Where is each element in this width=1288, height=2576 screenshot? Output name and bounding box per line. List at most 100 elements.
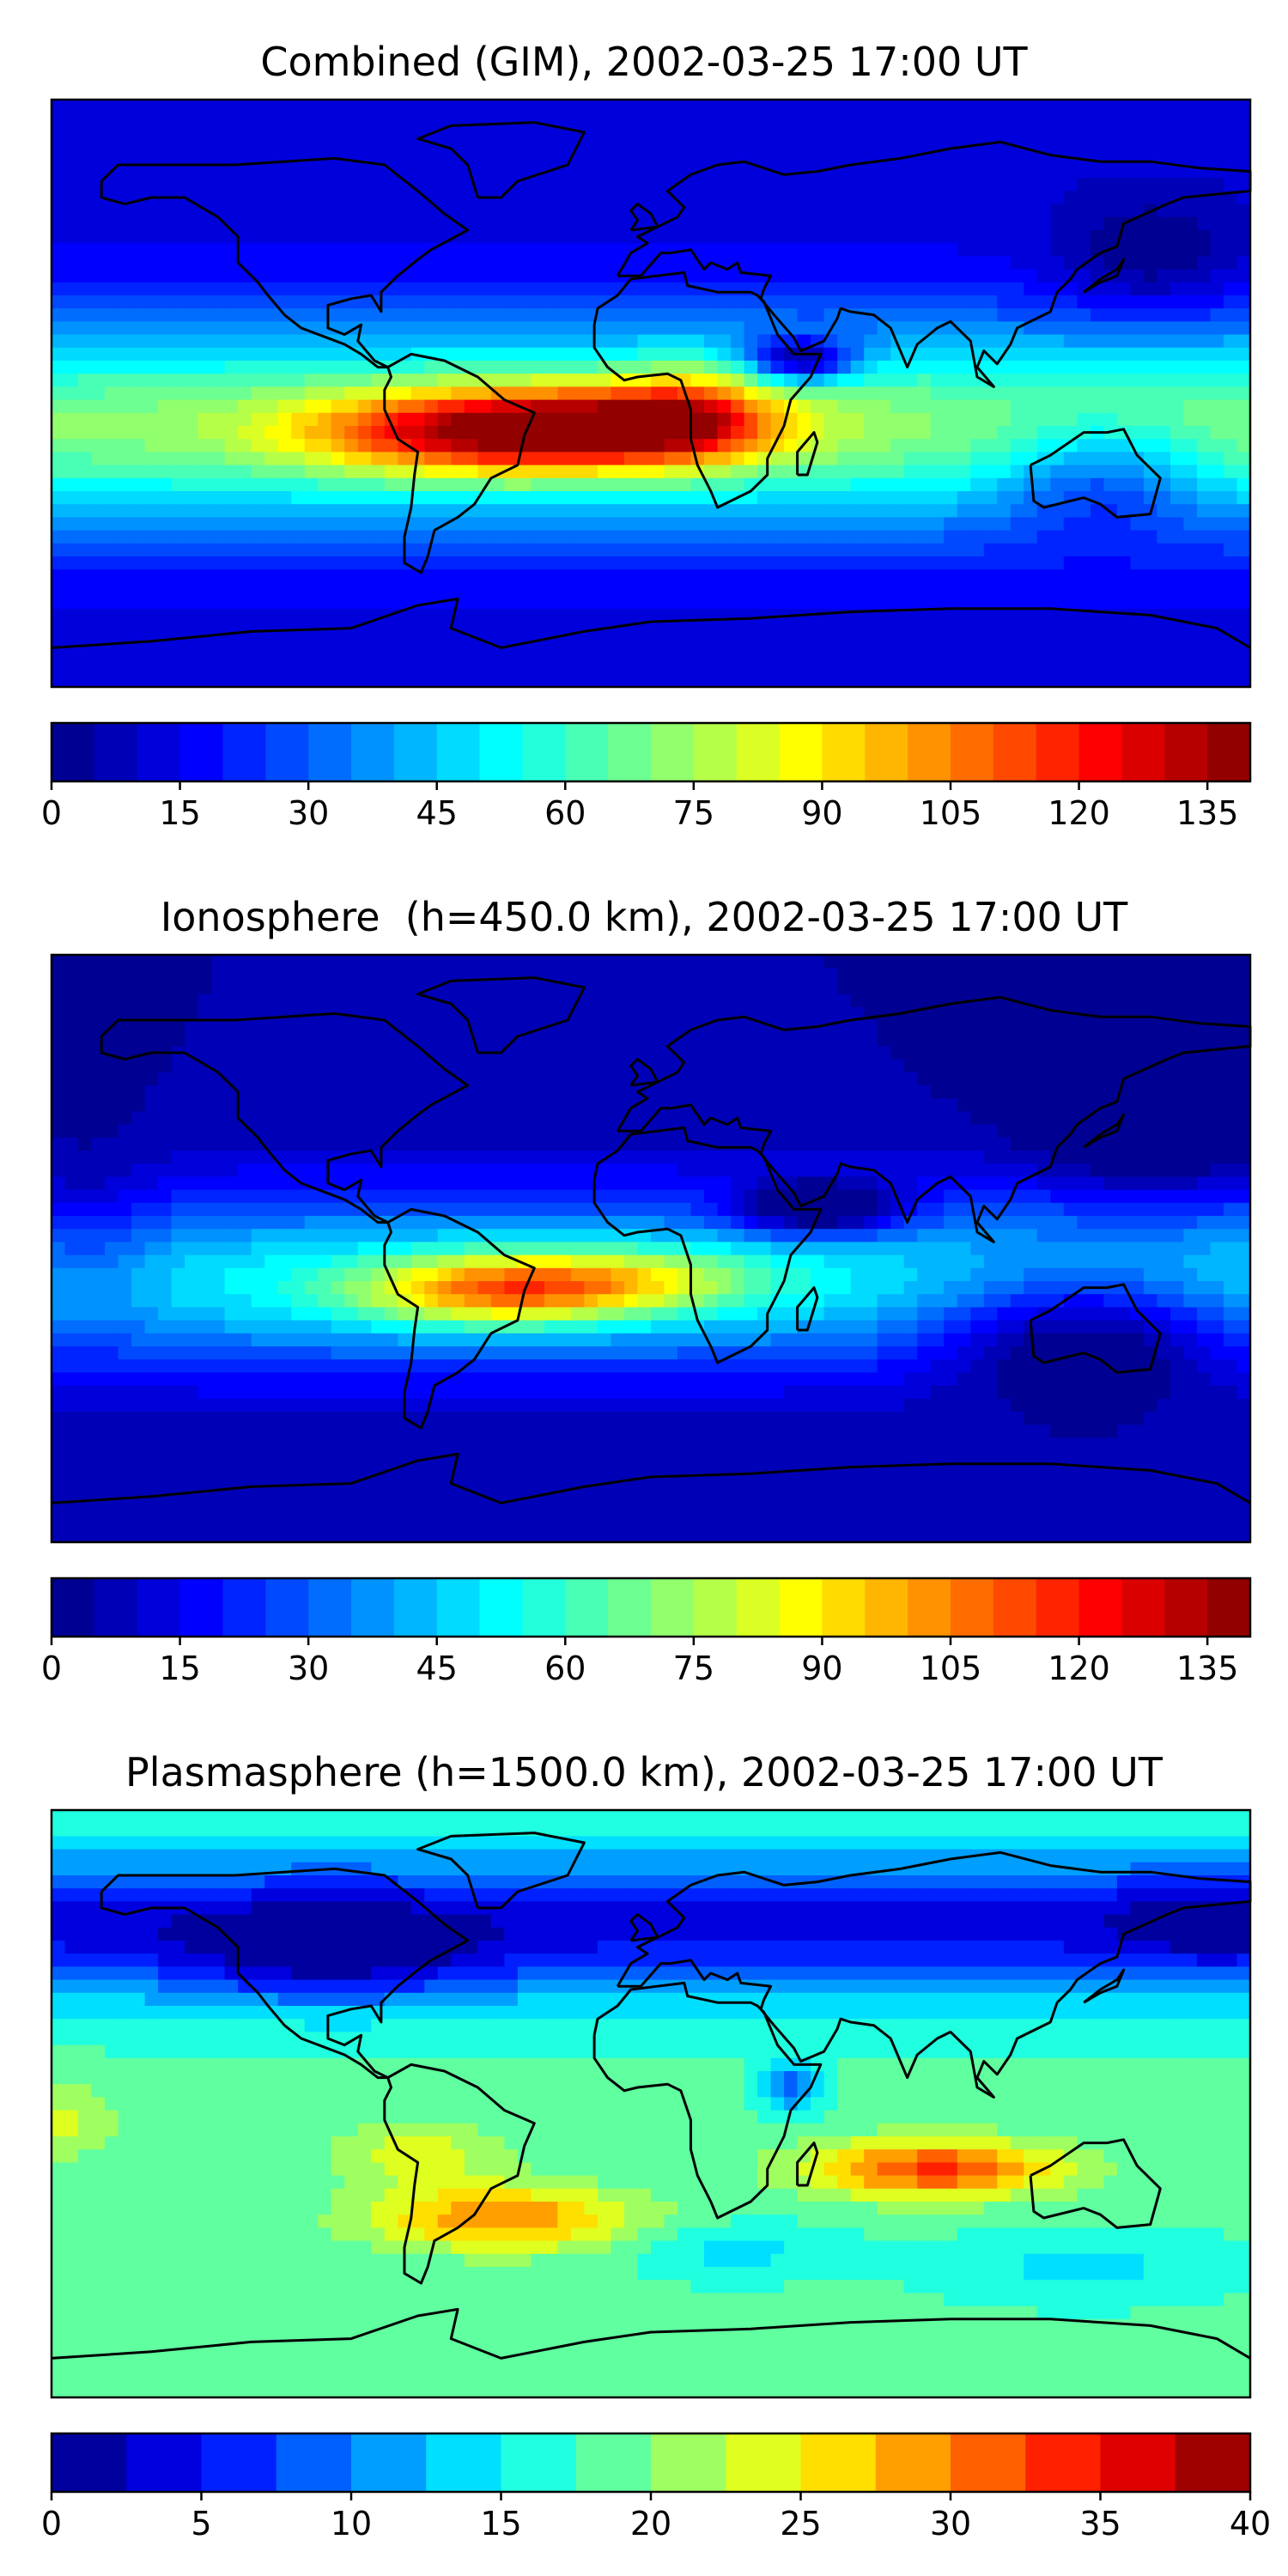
heatmap-cell	[1197, 543, 1212, 557]
heatmap-cell	[251, 243, 265, 257]
heatmap-cell	[464, 230, 478, 244]
heatmap-cell	[598, 543, 612, 557]
heatmap-cell	[664, 321, 678, 336]
heatmap-cell	[197, 361, 212, 374]
heatmap-cell	[850, 660, 865, 675]
heatmap-cell	[677, 282, 692, 296]
heatmap-cell	[1170, 477, 1184, 492]
heatmap-cell	[1183, 256, 1198, 270]
heatmap-cell	[970, 191, 985, 205]
heatmap-cell	[1103, 386, 1118, 401]
heatmap-cell	[570, 569, 585, 583]
heatmap-cell	[837, 465, 852, 479]
heatmap-cell	[744, 582, 758, 597]
heatmap-cell	[171, 347, 185, 361]
heatmap-cell	[903, 1072, 918, 1086]
heatmap-cell	[477, 1072, 492, 1086]
heatmap-cell	[1024, 439, 1038, 453]
heatmap-cell	[118, 269, 132, 283]
heatmap-cell	[410, 374, 425, 387]
heatmap-cell	[877, 138, 891, 153]
heatmap-cell	[52, 1033, 66, 1047]
heatmap-cell	[410, 125, 425, 140]
heatmap-cell	[64, 1006, 79, 1021]
heatmap-cell	[291, 295, 306, 309]
heatmap-cell	[877, 165, 891, 179]
heatmap-cell	[1143, 361, 1157, 374]
heatmap-cell	[784, 477, 799, 492]
heatmap-cell	[917, 673, 932, 688]
heatmap-cell	[570, 1046, 585, 1060]
heatmap-cell	[477, 1006, 492, 1021]
heatmap-cell	[1077, 504, 1091, 518]
heatmap-cell	[1170, 465, 1184, 479]
heatmap-cell	[304, 504, 319, 518]
heatmap-cell	[357, 660, 372, 675]
heatmap-cell	[544, 582, 558, 597]
heatmap-cell	[304, 191, 319, 205]
heatmap-cell	[917, 1033, 932, 1047]
heatmap-cell	[264, 412, 279, 427]
heatmap-cell	[624, 968, 639, 981]
heatmap-cell	[1236, 622, 1251, 635]
heatmap-cell	[1236, 412, 1251, 427]
heatmap-cell	[1183, 530, 1198, 544]
heatmap-cell	[1130, 204, 1145, 218]
heatmap-cell	[930, 608, 945, 623]
heatmap-cell	[598, 569, 612, 583]
heatmap-cell	[1077, 191, 1091, 205]
heatmap-cell	[410, 543, 425, 557]
colorbar-swatch	[1207, 723, 1251, 781]
heatmap-cell	[264, 477, 279, 492]
heatmap-cell	[637, 269, 652, 283]
heatmap-cell	[437, 595, 452, 610]
heatmap-cell	[490, 269, 505, 283]
heatmap-cell	[1010, 125, 1024, 140]
heatmap-cell	[570, 216, 585, 231]
heatmap-cell	[837, 191, 852, 205]
heatmap-cell	[557, 465, 572, 479]
heatmap-cell	[78, 361, 93, 374]
heatmap-cell	[890, 993, 905, 1008]
heatmap-cell	[171, 178, 185, 191]
heatmap-cell	[1130, 308, 1145, 322]
heatmap-cell	[1197, 151, 1212, 166]
heatmap-cell	[1236, 647, 1251, 662]
heatmap-cell	[557, 647, 572, 662]
heatmap-cell	[331, 191, 345, 205]
heatmap-cell	[264, 256, 279, 270]
heatmap-cell	[1116, 295, 1131, 309]
heatmap-cell	[598, 426, 612, 440]
heatmap-cell	[864, 582, 878, 597]
heatmap-cell	[970, 151, 985, 166]
heatmap-cell	[1036, 968, 1051, 981]
heatmap-cell	[318, 1020, 332, 1034]
heatmap-cell	[504, 269, 519, 283]
heatmap-cell	[717, 399, 732, 414]
heatmap-cell	[291, 556, 306, 570]
heatmap-cell	[1197, 660, 1212, 675]
heatmap-cell	[837, 386, 852, 401]
heatmap-cell	[197, 439, 212, 453]
heatmap-cell	[158, 361, 173, 374]
heatmap-cell	[837, 981, 852, 995]
heatmap-cell	[384, 660, 398, 675]
heatmap-cell	[917, 981, 932, 995]
heatmap-cell	[770, 647, 785, 662]
heatmap-cell	[398, 100, 412, 113]
colorbar-tick-label: 105	[920, 794, 982, 832]
heatmap-cell	[797, 1006, 811, 1021]
heatmap-cell	[64, 582, 79, 597]
heatmap-cell	[318, 530, 332, 544]
heatmap-cell	[331, 204, 345, 218]
heatmap-cell	[1050, 243, 1065, 257]
heatmap-cell	[398, 504, 412, 518]
heatmap-cell	[930, 308, 945, 322]
heatmap-cell	[1063, 295, 1078, 309]
heatmap-cell	[1050, 100, 1065, 113]
heatmap-cell	[757, 673, 772, 688]
heatmap-cell	[917, 256, 932, 270]
heatmap-cell	[118, 968, 132, 981]
heatmap-cell	[837, 125, 852, 140]
heatmap-cell	[983, 100, 998, 113]
